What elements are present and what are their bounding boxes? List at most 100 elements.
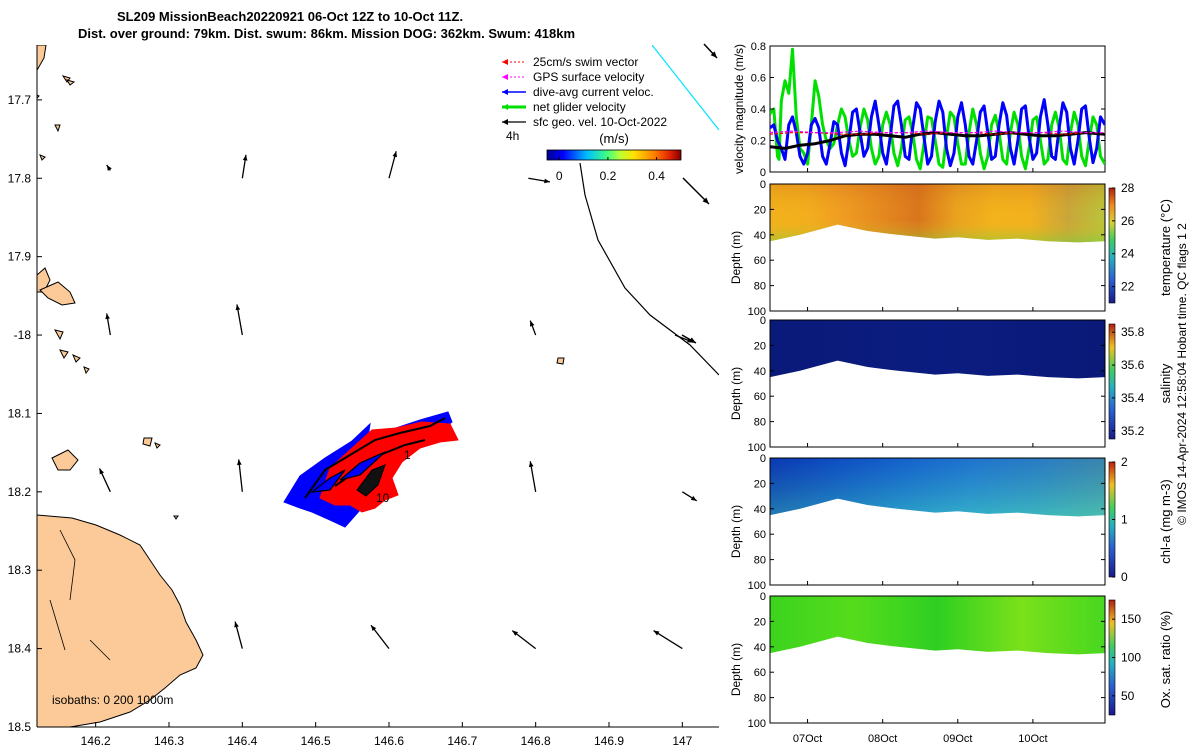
- geo-velocity-arrow: [241, 154, 248, 179]
- time-scale-label: 4h: [506, 129, 519, 143]
- map-x-tick-label: 146.7: [447, 734, 477, 748]
- salinity-section-panel: 0 20 40 60 80 100 Depth (m) 35.2 35.4 35.6 35.8 sal…: [729, 315, 1173, 454]
- colorbar-label: salinity: [1158, 363, 1173, 403]
- depth-tick-label: 40: [754, 230, 766, 242]
- velocity-y-tick-label: 0: [760, 167, 766, 179]
- depth-tick-label: 0: [760, 179, 766, 191]
- depth-tick-label: 100: [748, 306, 766, 318]
- chla-depth-shading: [770, 458, 1105, 517]
- temperature-depth-shading: [770, 184, 1105, 243]
- land-mass: [51, 449, 79, 471]
- geo-velocity-arrow: [511, 630, 537, 650]
- land-mass: [54, 329, 64, 341]
- colorbar-tick-label: 24: [1121, 247, 1135, 261]
- colorbar-tick-label: 1: [1121, 513, 1128, 527]
- depth-tick-label: 20: [754, 478, 766, 490]
- map-y-tick-label: 17.8: [8, 171, 32, 185]
- glider-track: 1 10: [283, 411, 459, 528]
- velocity-series-line: [770, 131, 1105, 150]
- legend-label: GPS surface velocity: [533, 70, 644, 84]
- geo-velocity-arrow: [234, 621, 243, 649]
- depth-tick-label: 60: [754, 667, 766, 679]
- colorbar-tick-label: 26: [1121, 214, 1135, 228]
- map-x-tick-label: 146.2: [81, 734, 111, 748]
- legend-arrowhead: [502, 119, 508, 125]
- land-mass: [65, 79, 76, 86]
- velocity-series-line: [770, 130, 1105, 134]
- colorbar-tick-label: 100: [1121, 651, 1141, 665]
- land-mass: [54, 124, 61, 133]
- land-mass: [37, 514, 204, 727]
- legend-item: dive-avg current veloc.: [502, 85, 654, 99]
- depth-tick-label: 100: [748, 580, 766, 592]
- salinity-section-fill: [770, 320, 1105, 379]
- colorbar-label: temperature (°C): [1158, 199, 1173, 296]
- map-y-tick-label: -18: [14, 328, 32, 342]
- land-mass: [39, 154, 46, 161]
- track-start-label: 1: [404, 448, 411, 462]
- velocity-y-tick-label: 0.8: [751, 41, 766, 53]
- time-axis-tick-label: 09Oct: [943, 733, 972, 745]
- depth-tick-label: 80: [754, 417, 766, 429]
- river-line: [49, 529, 111, 661]
- depth-tick-label: 20: [754, 204, 766, 216]
- map-y-tick-label: 17.7: [8, 93, 32, 107]
- speed-colorbar: [546, 149, 682, 161]
- land-mass: [59, 349, 69, 359]
- depth-tick-label: 60: [754, 391, 766, 403]
- geo-velocity-arrow: [528, 177, 551, 184]
- colorbar-tick-label: 35.6: [1121, 358, 1145, 372]
- temperature-colorbar: [1108, 187, 1116, 304]
- colorbar-label: chl-a (mg m-3): [1158, 479, 1173, 564]
- colorbar-tick-label: 150: [1121, 612, 1141, 626]
- map-x-tick-label: 147: [672, 734, 692, 748]
- section-frame: [769, 183, 1106, 312]
- depth-axis-label: Depth (m): [729, 367, 743, 420]
- land-mass: [142, 437, 153, 447]
- land-mass: [83, 366, 90, 375]
- footer-note: © IMOS 14-Apr-2024 12:58:04 Hobart time.…: [1175, 223, 1189, 525]
- depth-tick-label: 40: [754, 366, 766, 378]
- colorbar-tick-label: 35.4: [1121, 391, 1145, 405]
- map-y-tick-label: 18.4: [8, 642, 32, 656]
- depth-tick-label: 80: [754, 693, 766, 705]
- velocity-series-line: [770, 132, 1105, 135]
- section-frame: [769, 457, 1106, 586]
- chla-section-panel: 0 20 40 60 80 100 Depth (m) 0 1 2 chl-a (mg m-3): [729, 453, 1173, 592]
- temperature-section-panel: 0 20 40 60 80 100 Depth (m) 22 24 26 28 temperature…: [729, 179, 1173, 318]
- depth-tick-label: 80: [754, 555, 766, 567]
- geo-velocity-arrow: [98, 468, 111, 493]
- colorbar-tick-label: 35.8: [1121, 325, 1145, 339]
- colorbar-label: Ox. sat. ratio (%): [1158, 611, 1173, 709]
- legend-arrowhead: [502, 59, 508, 65]
- figure-title-line2: Dist. over ground: 79km. Dist. swum: 86k…: [78, 26, 576, 41]
- map-y-tick-label: 17.9: [8, 250, 32, 264]
- map-y-tick-label: 18.3: [8, 563, 32, 577]
- speed-colorbar-tick-label: 0.2: [600, 169, 617, 183]
- velocity-y-axis-label: velocity magnitude (m/s): [732, 44, 746, 174]
- geo-velocity-arrow: [682, 177, 710, 205]
- depth-tick-label: 0: [760, 591, 766, 603]
- salinity-colorbar: [1108, 323, 1116, 440]
- depth-tick-label: 100: [748, 718, 766, 730]
- legend-arrowhead: [502, 74, 508, 80]
- geo-velocity-arrow: [235, 304, 243, 336]
- geo-velocity-arrow: [703, 43, 718, 59]
- land-mass: [154, 442, 161, 449]
- legend-arrowhead: [502, 104, 508, 110]
- legend-item: net glider velocity: [502, 100, 626, 114]
- geo-velocity-arrow: [681, 491, 698, 502]
- colorbar-tick-label: 50: [1121, 689, 1135, 703]
- depth-tick-label: 0: [760, 315, 766, 327]
- track-core: [356, 464, 386, 497]
- colorbar-tick-label: 28: [1121, 181, 1135, 195]
- depth-tick-label: 20: [754, 340, 766, 352]
- velocity-series-line: [770, 47, 1105, 171]
- legend-label: sfc geo. vel. 10-Oct-2022: [533, 115, 667, 129]
- colorbar-tick-label: 22: [1121, 280, 1135, 294]
- legend-label: net glider velocity: [533, 100, 626, 114]
- track-end-label: 10: [376, 491, 390, 505]
- map-y-tick-label: 18.5: [8, 720, 32, 734]
- geo-velocity-arrow: [528, 461, 537, 492]
